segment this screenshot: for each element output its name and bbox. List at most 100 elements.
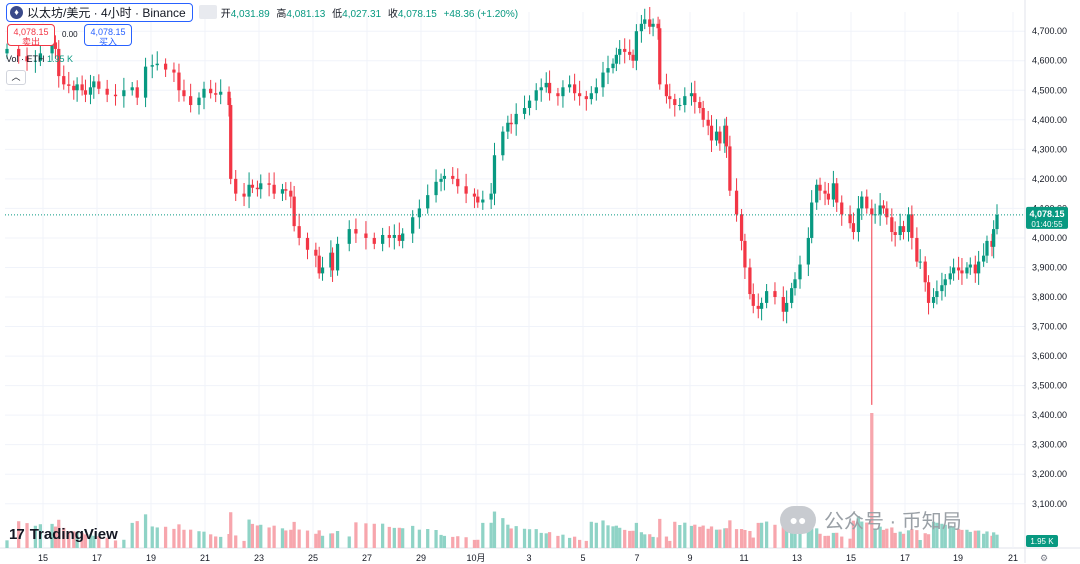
candle-body — [130, 87, 134, 91]
volume-bar — [234, 535, 238, 548]
candle-body — [614, 54, 618, 64]
volume-bar — [723, 528, 727, 548]
candle-body — [990, 240, 994, 247]
candle-body — [948, 273, 952, 280]
candle-body — [75, 84, 79, 91]
candle-body — [229, 105, 233, 179]
candle-body — [724, 125, 729, 147]
candle-body — [915, 237, 919, 262]
ohlc-readout: 开4,031.89 高4,081.13 低4,027.31 收4,078.15 … — [220, 8, 519, 20]
watermark: ●● 公众号 · 币知局 — [780, 505, 962, 534]
candle-body — [618, 48, 622, 55]
low-value: 4,027.31 — [342, 8, 382, 20]
volume-bar — [915, 530, 919, 548]
sell-button[interactable]: 4,078.15 卖出 — [7, 24, 55, 47]
countdown-label: 01:40:55 — [1031, 220, 1063, 229]
candle-body — [848, 214, 852, 224]
volume-bar — [931, 521, 936, 548]
candle-body — [785, 302, 789, 312]
volume-bar — [464, 537, 468, 548]
candle-body — [122, 90, 126, 97]
volume-bar — [267, 527, 271, 548]
volume-bar — [62, 527, 66, 548]
y-tick-label: 3,400.00 — [1032, 410, 1067, 420]
x-tick-label: 29 — [416, 553, 426, 563]
candle-body — [514, 113, 518, 125]
volume-bar — [584, 540, 588, 548]
candle-body — [572, 84, 577, 94]
candle-body — [664, 84, 669, 97]
volume-bar — [492, 511, 497, 548]
chart-header: ♦ 以太坊/美元 · 4小时 · Binance 开4,031.89 高4,08… — [6, 2, 522, 22]
candle-body — [372, 237, 376, 244]
volume-bar — [80, 532, 84, 548]
candle-body — [723, 125, 727, 144]
volume-label: Vol · ETH — [6, 54, 45, 64]
volume-bar — [335, 531, 340, 548]
volume-bar — [906, 530, 911, 548]
candle-body — [935, 291, 939, 298]
candle-body — [439, 178, 443, 182]
candle-body — [227, 91, 231, 106]
volume-bar — [683, 522, 687, 548]
volume-bar — [182, 529, 186, 548]
candle-body — [739, 214, 744, 241]
x-tick-label: 21 — [1008, 553, 1018, 563]
candle-body — [442, 175, 447, 179]
volume-bar — [724, 528, 729, 548]
volume-bar — [381, 523, 385, 548]
volume-bar — [982, 533, 986, 548]
volume-bar — [539, 532, 543, 548]
sell-price: 4,078.15 — [13, 27, 49, 37]
volume-bar — [923, 533, 927, 548]
candle-body — [628, 51, 632, 55]
volume-bar — [314, 533, 318, 548]
volume-bar — [38, 524, 43, 548]
volume-bar — [105, 537, 109, 548]
candle-body — [522, 107, 527, 114]
candle-body — [539, 87, 543, 91]
candle-body — [464, 186, 468, 194]
volume-bar — [798, 526, 802, 548]
more-icon[interactable] — [198, 5, 217, 19]
volume-bar — [501, 518, 505, 548]
chevron-up-icon[interactable]: ︿ — [6, 70, 26, 85]
tradingview-mark-icon: 17 — [9, 526, 25, 543]
volume-bar — [968, 531, 972, 548]
settings-icon[interactable]: ⚙ — [1040, 553, 1049, 563]
candle-body — [706, 119, 710, 126]
x-tick-label: 7 — [634, 553, 639, 563]
candle-body — [678, 105, 682, 107]
candle-body — [759, 302, 764, 309]
candle-body — [501, 131, 505, 156]
candle-body — [219, 91, 223, 95]
y-tick-label: 3,600.00 — [1032, 351, 1067, 361]
wechat-icon: ●● — [780, 505, 816, 534]
volume-bar — [856, 516, 861, 548]
volume-bar — [434, 530, 438, 548]
volume-bar — [835, 532, 839, 548]
y-tick-label: 4,600.00 — [1032, 56, 1067, 66]
volume-bar — [456, 536, 460, 548]
volume-bar — [658, 518, 662, 548]
symbol-selector[interactable]: ♦ 以太坊/美元 · 4小时 · Binance — [6, 2, 193, 22]
candle-body — [623, 48, 627, 52]
candle-body — [202, 88, 206, 98]
candle-body — [381, 234, 385, 244]
x-tick-label: 15 — [846, 553, 856, 563]
volume-bar — [611, 526, 615, 548]
tradingview-logo[interactable]: 17 TradingView — [9, 526, 118, 543]
volume-bar — [693, 524, 697, 548]
candle-body — [810, 202, 814, 238]
candle-body — [476, 196, 480, 203]
candle-body — [835, 183, 839, 203]
candle-body — [826, 193, 831, 200]
candle-body — [960, 270, 964, 274]
candle-body — [594, 87, 598, 94]
volume-bar — [985, 531, 989, 548]
volume-bar — [639, 532, 644, 548]
y-tick-label: 4,500.00 — [1032, 85, 1067, 95]
buy-button[interactable]: 4,078.15 买入 — [84, 24, 132, 47]
volume-bar — [634, 522, 639, 548]
